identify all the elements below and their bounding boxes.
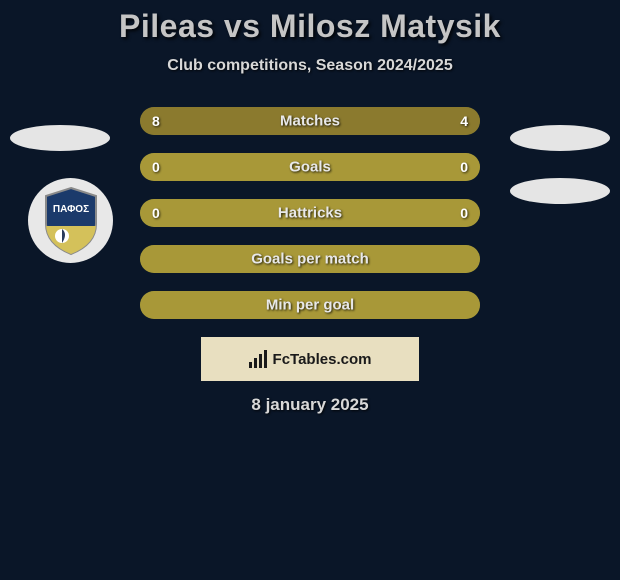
stat-value-left: 0 (152, 205, 160, 221)
stat-label: Goals per match (251, 251, 369, 268)
stat-value-right: 0 (460, 205, 468, 221)
stat-bar: 0 0 Goals (140, 153, 480, 181)
stat-label: Goals (289, 159, 331, 176)
stat-row: 0 0 Goals (0, 153, 620, 181)
stat-value-left: 8 (152, 113, 160, 129)
footer-text: FcTables.com (273, 351, 372, 368)
stat-row: Goals per match (0, 245, 620, 273)
stat-label: Min per goal (266, 297, 354, 314)
stat-value-left: 0 (152, 159, 160, 175)
footer-attribution: FcTables.com (201, 337, 419, 381)
stat-bar: Min per goal (140, 291, 480, 319)
stat-value-right: 0 (460, 159, 468, 175)
stat-row: 8 4 Matches (0, 107, 620, 135)
stats-chart: 8 4 Matches 0 0 Goals 0 0 Hattricks Goals per mat… (0, 107, 620, 319)
subtitle: Club competitions, Season 2024/2025 (0, 57, 620, 75)
stat-bar: 8 4 Matches (140, 107, 480, 135)
stat-label: Matches (280, 113, 340, 130)
stat-value-right: 4 (460, 113, 468, 129)
stat-row: 0 0 Hattricks (0, 199, 620, 227)
date-label: 8 january 2025 (0, 395, 620, 415)
page-title: Pileas vs Milosz Matysik (0, 0, 620, 45)
stat-bar: 0 0 Hattricks (140, 199, 480, 227)
bars-icon (249, 350, 267, 368)
stat-label: Hattricks (278, 205, 342, 222)
stat-bar: Goals per match (140, 245, 480, 273)
stat-row: Min per goal (0, 291, 620, 319)
